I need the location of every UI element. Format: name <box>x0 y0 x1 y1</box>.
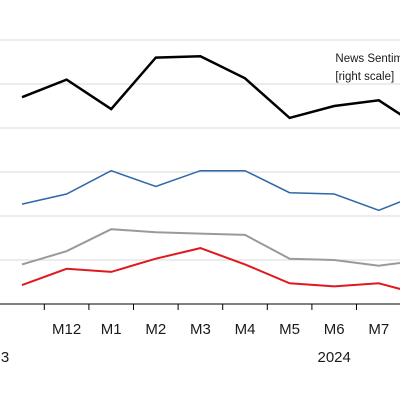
series-line-4 <box>21 247 400 290</box>
year-labels: 3 2024 <box>1 349 351 366</box>
x-tick-label: M7 <box>368 321 389 338</box>
x-tick-labels: M12M1M2M3M4M5M6M7M8 <box>52 321 389 338</box>
series-line-2 <box>21 169 400 212</box>
x-tick-label: M3 <box>190 321 211 338</box>
year-label: 2024 <box>318 349 351 366</box>
x-tick-label: M1 <box>101 321 122 338</box>
x-ticks <box>43 304 357 310</box>
annotation-text-line-1: News Sentiment <box>335 53 400 65</box>
x-tick-label: M4 <box>235 321 256 338</box>
series-line-3 <box>21 228 400 267</box>
x-tick-label: M6 <box>324 321 345 338</box>
year-label: 3 <box>1 349 9 366</box>
x-tick-label: M12 <box>52 321 81 338</box>
x-tick-label: M2 <box>145 321 166 338</box>
annotation-text-line-2: [right scale] <box>335 71 394 83</box>
series-line-1 <box>21 55 400 120</box>
annotation-marker: News Sentiment [right scale] <box>335 53 400 83</box>
series-lines <box>21 55 400 290</box>
x-tick-label: M5 <box>279 321 300 338</box>
